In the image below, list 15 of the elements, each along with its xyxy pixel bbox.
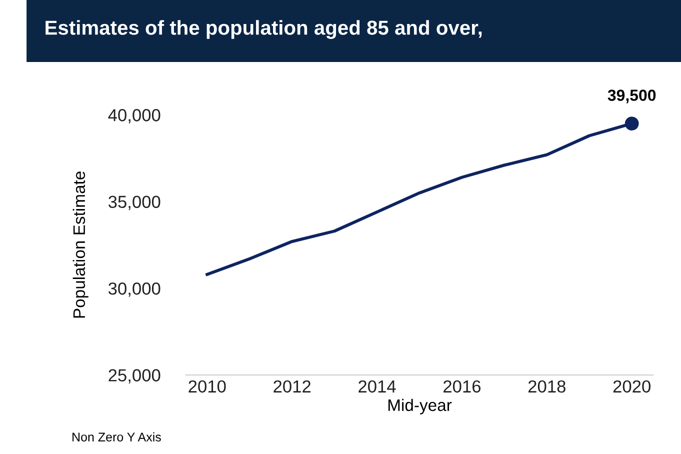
x-tick-label: 2012 xyxy=(274,380,311,393)
annotation: 39,500 xyxy=(608,90,656,104)
x-axis-title: Mid-year xyxy=(388,398,452,414)
text: Non Zero Y Axis xyxy=(72,432,161,442)
y-axis-title: Population Estimate xyxy=(72,172,88,318)
y-tick-label: 40,000 xyxy=(108,109,160,124)
x-tick-label: 2014 xyxy=(358,380,396,393)
x-tick-label: 2016 xyxy=(444,380,481,393)
x-tick-label: 2018 xyxy=(528,380,566,393)
x-tick-label: 2020 xyxy=(613,380,650,393)
y-tick-label: 25,000 xyxy=(108,369,160,384)
x-tick-label: 2010 xyxy=(188,380,226,393)
chart-title: Estimates of the population aged 85 and over, xyxy=(46,20,482,39)
y-tick-label: 35,000 xyxy=(108,196,160,210)
y-tick-label: 30,000 xyxy=(108,282,160,297)
